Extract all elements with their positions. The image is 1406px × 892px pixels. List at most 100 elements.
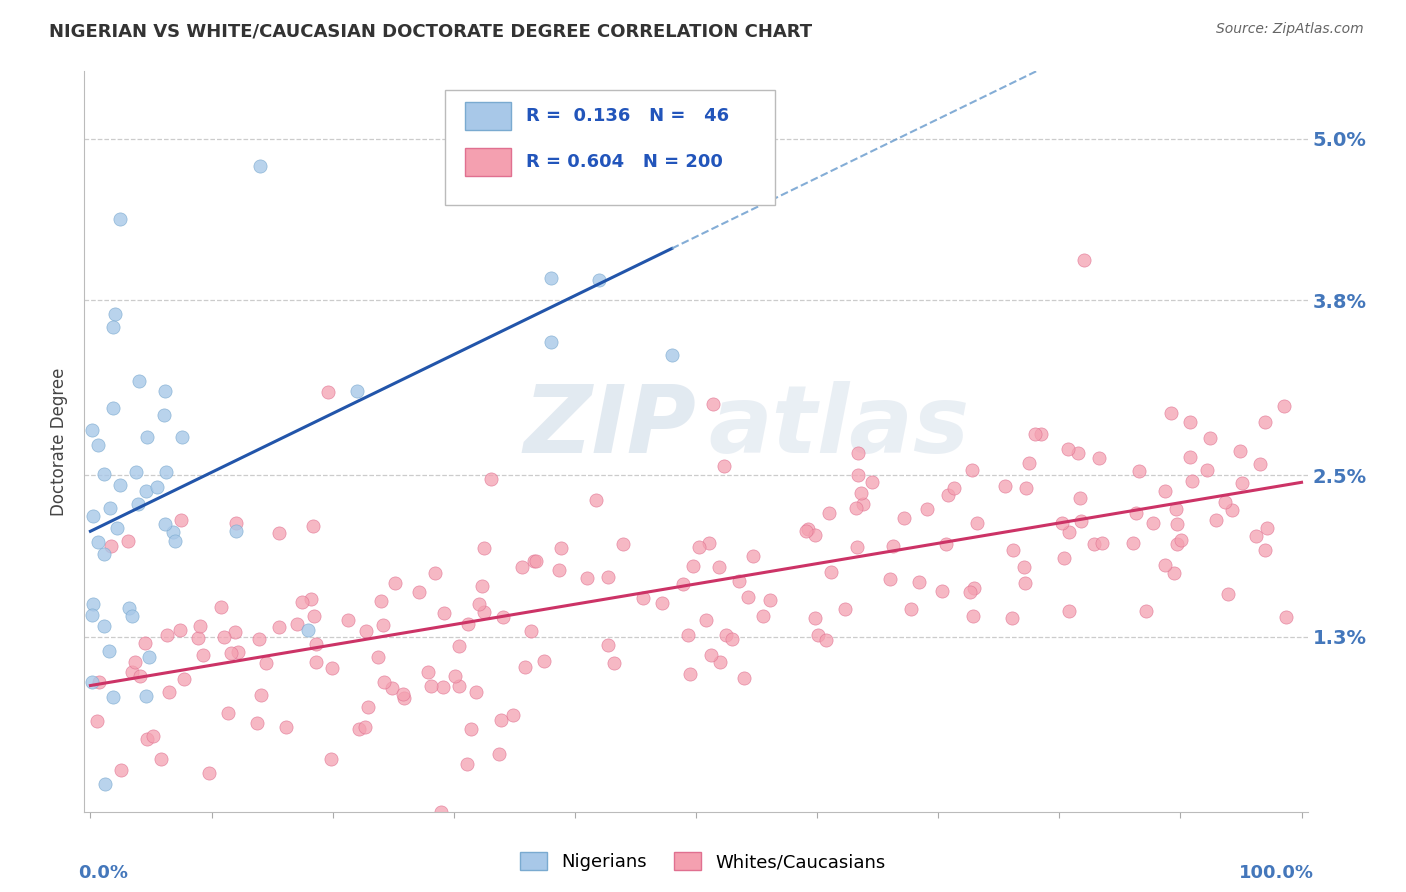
Point — [547, 563, 569, 577]
Point — [430, 805, 453, 819]
Point — [1181, 474, 1204, 488]
Point — [138, 650, 160, 665]
Point — [1142, 516, 1164, 531]
Point — [759, 592, 782, 607]
Point — [110, 477, 132, 491]
Point — [155, 466, 177, 480]
Point — [520, 624, 543, 639]
Point — [1014, 576, 1036, 591]
Point — [845, 501, 868, 516]
Point — [1135, 604, 1157, 618]
Point — [893, 511, 915, 525]
Point — [1166, 536, 1188, 550]
Point — [117, 600, 139, 615]
Point — [219, 646, 242, 660]
Point — [882, 540, 904, 554]
Point — [678, 628, 700, 642]
Point — [966, 516, 988, 530]
Point — [146, 480, 169, 494]
Point — [524, 554, 547, 568]
Point — [697, 536, 720, 550]
Point — [846, 446, 869, 460]
Point — [80, 607, 103, 622]
Text: ZIP: ZIP — [523, 381, 696, 473]
Point — [170, 513, 193, 527]
Point — [714, 628, 737, 642]
Point — [931, 583, 953, 598]
Point — [149, 752, 172, 766]
Point — [82, 597, 104, 611]
Point — [1272, 399, 1295, 413]
Point — [124, 656, 146, 670]
Point — [631, 591, 654, 605]
Point — [373, 674, 395, 689]
Text: atlas: atlas — [709, 381, 970, 473]
Legend: Nigerians, Whites/Caucasians: Nigerians, Whites/Caucasians — [513, 845, 893, 879]
Point — [157, 685, 180, 699]
Point — [794, 524, 817, 539]
Point — [1087, 450, 1109, 465]
Point — [121, 665, 143, 679]
Point — [741, 549, 763, 563]
Y-axis label: Doctorate Degree: Doctorate Degree — [51, 368, 69, 516]
Point — [820, 565, 842, 579]
Point — [319, 752, 342, 766]
Point — [963, 581, 986, 595]
Point — [728, 574, 751, 588]
Point — [1163, 566, 1185, 580]
Point — [915, 502, 938, 516]
Point — [602, 657, 624, 671]
Point — [707, 560, 730, 574]
Point — [943, 481, 966, 495]
Point — [468, 597, 491, 611]
Point — [82, 509, 104, 524]
Point — [695, 614, 717, 628]
Point — [817, 506, 839, 520]
Point — [135, 689, 157, 703]
Point — [879, 572, 901, 586]
Point — [356, 699, 378, 714]
Text: 0.0%: 0.0% — [79, 863, 128, 881]
Point — [804, 611, 827, 625]
Point — [834, 601, 856, 615]
Point — [93, 547, 115, 561]
Point — [479, 473, 502, 487]
Point — [224, 625, 246, 640]
Point — [679, 667, 702, 681]
Point — [1213, 495, 1236, 509]
Point — [384, 575, 406, 590]
Point — [962, 608, 984, 623]
Point — [188, 619, 211, 633]
Point — [356, 624, 378, 639]
Text: Source: ZipAtlas.com: Source: ZipAtlas.com — [1216, 22, 1364, 37]
Point — [651, 596, 673, 610]
Point — [661, 348, 683, 362]
Point — [416, 665, 439, 679]
Point — [128, 669, 150, 683]
Point — [612, 537, 634, 551]
Point — [299, 591, 322, 606]
Point — [305, 637, 328, 651]
Point — [110, 764, 132, 778]
Point — [93, 467, 115, 481]
Point — [1170, 533, 1192, 548]
Point — [346, 384, 368, 398]
Point — [291, 595, 314, 609]
Point — [488, 747, 510, 761]
Point — [247, 632, 270, 647]
FancyBboxPatch shape — [446, 90, 776, 204]
Point — [598, 570, 620, 584]
Point — [117, 534, 139, 549]
Point — [585, 492, 607, 507]
Text: R = 0.604   N = 200: R = 0.604 N = 200 — [526, 153, 723, 170]
Point — [135, 430, 157, 444]
Point — [1180, 450, 1202, 464]
Point — [80, 423, 103, 437]
Point — [153, 408, 176, 422]
Point — [688, 540, 710, 554]
Point — [1015, 482, 1038, 496]
Point — [104, 307, 127, 321]
Point — [959, 585, 981, 599]
Point — [103, 690, 125, 704]
Point — [733, 671, 755, 685]
